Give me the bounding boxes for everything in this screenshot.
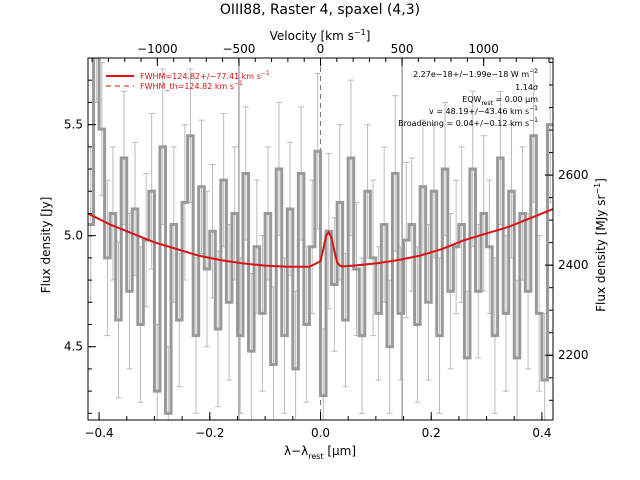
x-tick-label: −0.2 <box>195 426 224 440</box>
y-tick-label: 5.5 <box>64 118 83 132</box>
y-tick-label: 4.5 <box>64 340 83 354</box>
axes: −0.4 −0.2 0.0 0.2 0.4 4.5 5.0 5.5 −1000 −500 0 500 1… <box>64 42 589 440</box>
top-tick-label: −1000 <box>137 42 178 56</box>
top-tick-label: 0 <box>317 42 325 56</box>
svg-text:λ−λrest [μm]: λ−λrest [μm] <box>284 444 356 461</box>
legend-label-thermal: FWHM_th=124.82 km s−1 <box>140 80 243 91</box>
svg-text:Flux density [MJy sr−1]: Flux density [MJy sr−1] <box>593 178 608 312</box>
annotation-flux: 2.27e−18+/−1.99e−18 W m−2 <box>413 68 538 79</box>
legend: FWHM=124.82+/−77.41 km s−1 FWHM_th=124.8… <box>106 70 270 91</box>
x-axis-title: λ−λrest [μm] <box>284 444 356 461</box>
right-tick-label: 2600 <box>558 168 589 182</box>
top-tick-label: 1000 <box>468 42 499 56</box>
y-axis-title: Flux density [Jy] <box>39 197 53 294</box>
chart-title: OIII88, Raster 4, spaxel (4,3) <box>220 2 420 18</box>
top-tick-label: −500 <box>222 42 255 56</box>
x-tick-label: 0.0 <box>311 426 330 440</box>
legend-label-fit: FWHM=124.82+/−77.41 km s−1 <box>140 70 270 81</box>
top-axis-title: Velocity [km s−1] <box>270 28 371 43</box>
annotation-eqw: EQWrest = 0.00 μm <box>462 95 538 107</box>
annotation-broadening: Broadening = 0.04+/−0.12 km s−1 <box>398 117 538 128</box>
right-tick-label: 2200 <box>558 348 589 362</box>
x-tick-label: 0.2 <box>422 426 441 440</box>
top-tick-label: 500 <box>391 42 414 56</box>
x-tick-label: −0.4 <box>85 426 114 440</box>
spectrum-histogram <box>88 58 553 415</box>
x-tick-label: 0.4 <box>532 426 551 440</box>
plot-area <box>88 58 553 420</box>
fit-annotations: 2.27e−18+/−1.99e−18 W m−2 1.14σ EQWrest … <box>398 68 538 128</box>
right-tick-label: 2400 <box>558 258 589 272</box>
svg-text:Velocity [km s−1]: Velocity [km s−1] <box>270 28 371 43</box>
annotation-significance: 1.14σ <box>515 83 538 92</box>
annotation-velocity: v = 48.19+/−43.46 km s−1 <box>429 105 538 116</box>
y-tick-label: 5.0 <box>64 229 83 243</box>
plot-data <box>88 58 553 420</box>
right-axis-title: Flux density [MJy sr−1] <box>593 178 608 312</box>
fit-curve <box>88 208 553 268</box>
